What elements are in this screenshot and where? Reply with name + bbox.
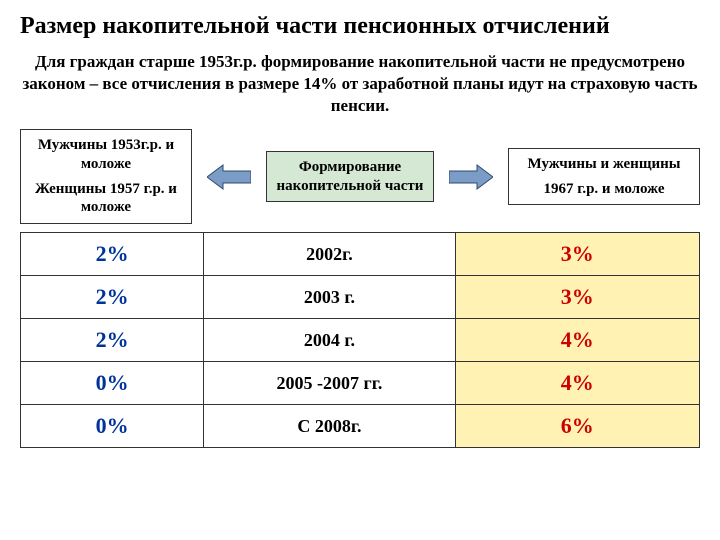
cell-year: 2003 г. — [204, 276, 455, 319]
box-left: Мужчины 1953г.р. и моложе Женщины 1957 г… — [20, 129, 192, 224]
cell-percent-left: 2% — [21, 233, 204, 276]
cell-percent-left: 0% — [21, 362, 204, 405]
cell-year: 2004 г. — [204, 319, 455, 362]
cell-percent-left: 2% — [21, 319, 204, 362]
table-row: 2%2003 г.3% — [21, 276, 700, 319]
table-row: 0%2005 -2007 гг.4% — [21, 362, 700, 405]
cell-percent-left: 0% — [21, 405, 204, 448]
cell-percent-right: 4% — [455, 362, 699, 405]
cell-year: С 2008г. — [204, 405, 455, 448]
page-subtitle: Для граждан старше 1953г.р. формирование… — [20, 51, 700, 117]
arrow-left-icon — [207, 163, 251, 191]
header-row: Мужчины 1953г.р. и моложе Женщины 1957 г… — [20, 129, 700, 224]
box-right-line1: Мужчины и женщины — [517, 155, 691, 174]
box-center: Формирование накопительной части — [266, 151, 434, 203]
cell-year: 2005 -2007 гг. — [204, 362, 455, 405]
cell-percent-right: 6% — [455, 405, 699, 448]
box-right: Мужчины и женщины 1967 г.р. и моложе — [508, 148, 700, 206]
table-row: 2%2004 г.4% — [21, 319, 700, 362]
cell-percent-left: 2% — [21, 276, 204, 319]
table-row: 0%С 2008г.6% — [21, 405, 700, 448]
box-left-line1: Мужчины 1953г.р. и моложе — [29, 136, 183, 174]
table-row: 2%2002г.3% — [21, 233, 700, 276]
arrow-right-icon — [449, 163, 493, 191]
page-title: Размер накопительной части пенсионных от… — [20, 12, 700, 41]
cell-percent-right: 4% — [455, 319, 699, 362]
box-left-line2: Женщины 1957 г.р. и моложе — [29, 180, 183, 218]
cell-year: 2002г. — [204, 233, 455, 276]
cell-percent-right: 3% — [455, 276, 699, 319]
box-right-line2: 1967 г.р. и моложе — [517, 180, 691, 199]
data-table: 2%2002г.3%2%2003 г.3%2%2004 г.4%0%2005 -… — [20, 232, 700, 448]
cell-percent-right: 3% — [455, 233, 699, 276]
